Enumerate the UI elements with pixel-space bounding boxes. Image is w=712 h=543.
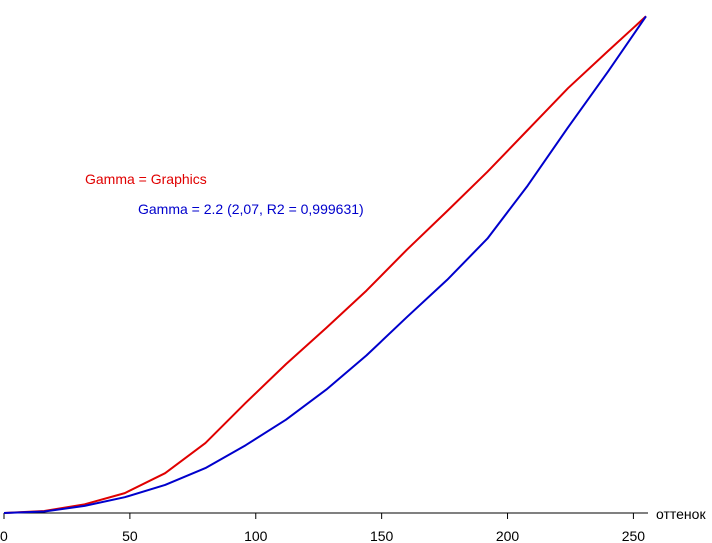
x-axis-label: оттенок	[656, 506, 706, 522]
x-tick-label-100: 100	[244, 528, 268, 543]
legend-label-gamma-2-2: Gamma = 2.2 (2,07, R2 = 0,999631)	[138, 201, 364, 217]
x-tick-label-50: 50	[122, 528, 138, 543]
x-tick-label-0: 0	[0, 528, 8, 543]
x-tick-label-200: 200	[496, 528, 520, 543]
x-ticks	[3, 513, 634, 519]
plot-area: 0 50 100 150 200 250 оттенок	[0, 15, 706, 543]
legend: Gamma = Graphics Gamma = 2.2 (2,07, R2 =…	[85, 171, 364, 217]
series-line-gamma-2-2	[3, 15, 647, 514]
x-tick-labels: 0 50 100 150 200 250	[0, 528, 645, 543]
series-line-graphics	[3, 15, 647, 514]
legend-label-graphics: Gamma = Graphics	[85, 171, 207, 187]
x-tick-label-250: 250	[622, 528, 646, 543]
x-tick-label-150: 150	[370, 528, 394, 543]
series-layer	[3, 15, 647, 514]
